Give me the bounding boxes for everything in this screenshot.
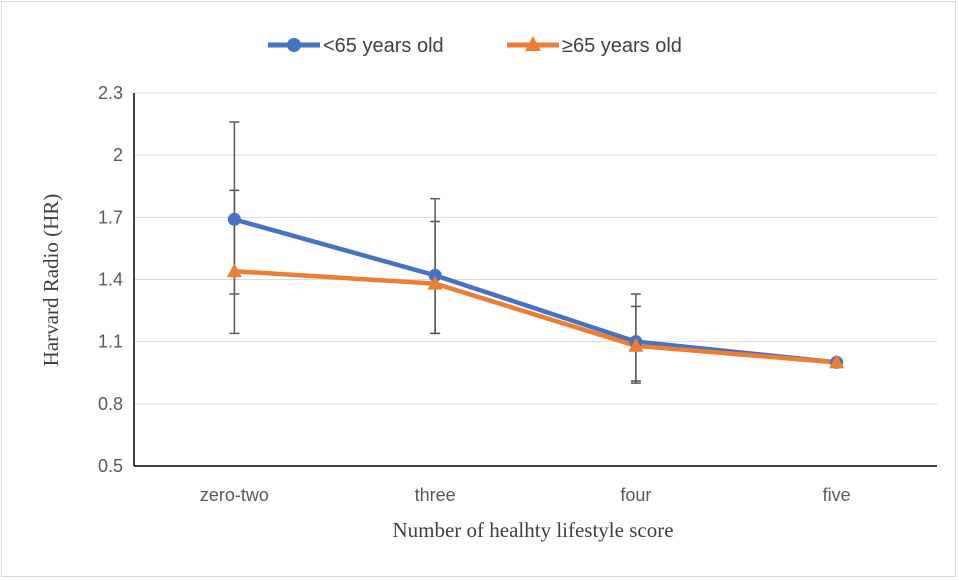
- x-tick-labels: zero-two three four five: [200, 485, 851, 505]
- legend-label-65-plus: ≥65 years old: [562, 35, 682, 57]
- data-point-triangle: [427, 275, 443, 290]
- series-lines: [232, 217, 839, 365]
- legend-label-under-65: <65 years old: [323, 35, 444, 57]
- x-tick-label: zero-two: [200, 485, 269, 505]
- legend-item-under-65: <65 years old: [268, 35, 444, 57]
- x-tick-label: three: [415, 485, 456, 505]
- y-tick-label: 1.7: [98, 207, 123, 227]
- y-tick-label: 1.1: [98, 332, 123, 352]
- data-point-triangle: [829, 354, 845, 369]
- x-tick-label: five: [823, 485, 851, 505]
- series-line-65-plus: [232, 268, 839, 365]
- series-line-under-65: [232, 217, 839, 365]
- y-axis-title: Harvard Radio (HR): [39, 194, 63, 367]
- legend-marker-triangle: [525, 36, 541, 51]
- y-tick-label: 2: [113, 145, 123, 165]
- legend-marker-circle: [287, 38, 301, 52]
- data-point-triangle: [226, 263, 242, 278]
- y-tick-label: 0.5: [98, 456, 123, 476]
- y-tick-label: 2.3: [98, 83, 123, 103]
- data-point-triangle: [628, 337, 644, 352]
- x-axis-title: Number of healhty lifestyle score: [392, 518, 673, 542]
- y-tick-label: 1.4: [98, 270, 123, 290]
- x-tick-label: four: [620, 485, 651, 505]
- legend-item-65-plus: ≥65 years old: [507, 35, 682, 57]
- y-tick-label: 0.8: [98, 394, 123, 414]
- data-point-circle: [428, 268, 442, 282]
- series-markers: [226, 212, 845, 369]
- data-point-circle: [227, 212, 241, 226]
- legend: <65 years old ≥65 years old: [268, 35, 682, 57]
- y-tick-labels: 0.5 0.8 1.1 1.4 1.7 2 2.3: [98, 83, 123, 476]
- axes: [133, 93, 937, 467]
- error-bars: [229, 121, 641, 384]
- gridlines: [134, 92, 937, 405]
